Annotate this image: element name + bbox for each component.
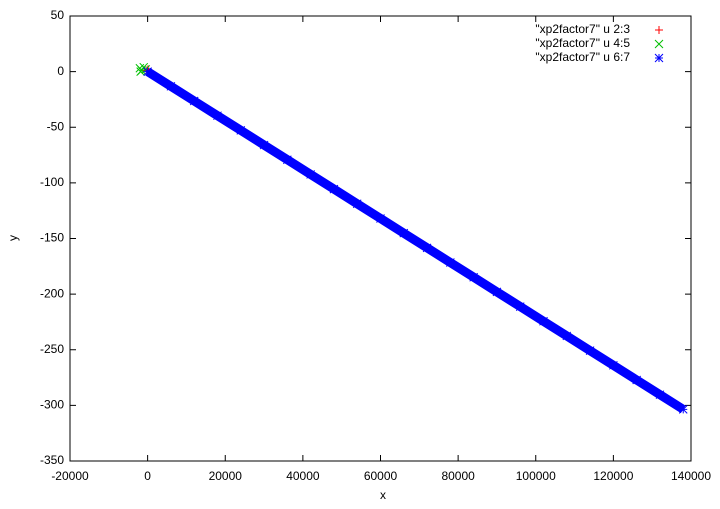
- point: [282, 155, 292, 165]
- x-tick-label: 20000: [209, 469, 243, 483]
- point: [306, 170, 315, 179]
- point: [136, 67, 145, 76]
- x-tick-label: 80000: [441, 469, 475, 483]
- point: [422, 243, 432, 253]
- point: [562, 331, 572, 341]
- point-band: [145, 67, 686, 414]
- x-axis-label: x: [380, 488, 386, 502]
- legend-label: "xp2factor7" u 2:3: [535, 22, 630, 36]
- point: [678, 405, 688, 414]
- point: [376, 214, 385, 223]
- legend-marker: [654, 53, 664, 63]
- y-tick-label: -250: [40, 342, 64, 356]
- x-tick-label: 140000: [671, 469, 711, 483]
- point: [166, 81, 176, 91]
- y-tick-label: -50: [47, 119, 65, 133]
- x-tick-label: 0: [144, 469, 151, 483]
- y-tick-label: -350: [40, 453, 64, 467]
- y-tick-label: 0: [57, 64, 64, 78]
- point: [446, 258, 455, 267]
- point: [655, 390, 665, 400]
- point: [609, 360, 618, 370]
- x-tick-label: -20000: [51, 469, 89, 483]
- y-tick-label: -200: [40, 286, 64, 300]
- point: [143, 67, 152, 76]
- point: [515, 302, 525, 311]
- point: [492, 287, 502, 297]
- point: [632, 375, 642, 385]
- y-axis-label: y: [6, 235, 20, 241]
- point: [539, 316, 548, 326]
- point: [469, 272, 479, 282]
- legend-marker: [655, 26, 663, 34]
- point: [259, 140, 269, 150]
- y-tick-label: -150: [40, 231, 64, 245]
- legend-marker: [654, 39, 664, 49]
- y-tick-label: -300: [40, 398, 64, 412]
- point: [213, 111, 222, 121]
- point: [189, 96, 199, 106]
- point: [352, 199, 362, 209]
- legend-label: "xp2factor7" u 6:7: [535, 50, 630, 64]
- legend-label: "xp2factor7" u 4:5: [535, 36, 630, 50]
- x-tick-label: 100000: [516, 469, 556, 483]
- point: [236, 126, 246, 135]
- y-tick-label: -100: [40, 175, 64, 189]
- x-tick-label: 60000: [364, 469, 398, 483]
- point: [399, 228, 409, 238]
- point: [329, 184, 339, 194]
- point: [585, 346, 595, 355]
- y-tick-label: 50: [51, 8, 65, 22]
- x-tick-label: 120000: [593, 469, 633, 483]
- x-tick-label: 40000: [286, 469, 320, 483]
